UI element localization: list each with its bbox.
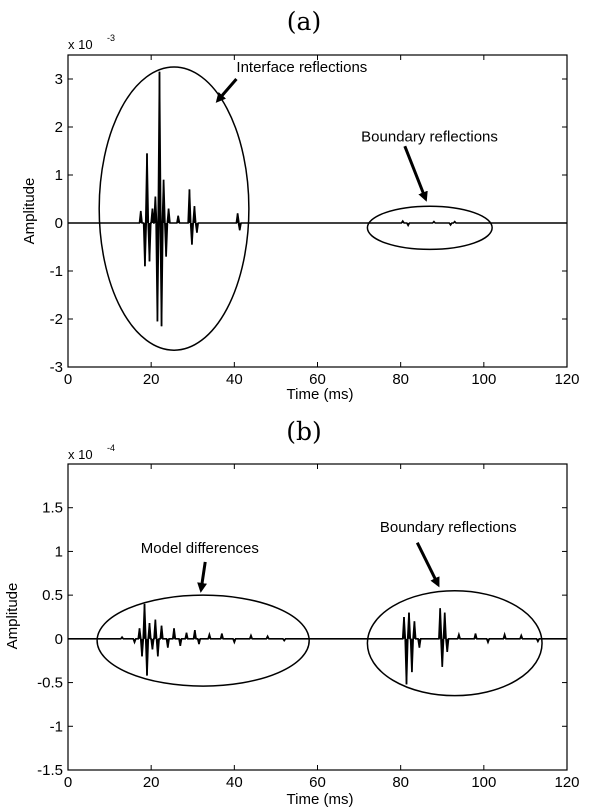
panel-b-x-tick-label: 0 — [64, 774, 72, 791]
panel-b-annotation-ellipse — [366, 590, 543, 697]
panel-b-x-tick-label: 80 — [392, 774, 409, 791]
panel-b-x-tick-label: 120 — [554, 774, 579, 791]
panel-a-x-tick-label: 40 — [226, 371, 243, 388]
panel-b-y-ticks: -1.5 -1 -0.5 0 0.5 1 1.5 — [37, 500, 567, 779]
panel-b-series-line — [68, 603, 567, 685]
panel-b-label: (b) — [286, 417, 322, 446]
panel-a-y-tick-label: 2 — [55, 119, 63, 136]
panel-b-annotation-ellipse — [96, 594, 310, 687]
panel-b-y-tick-label: -0.5 — [37, 675, 63, 692]
panel-a-x-tick-label: 0 — [64, 371, 72, 388]
panel-b-scale-exponent: -4 — [107, 443, 115, 453]
panel-a-y-tick-label: 3 — [55, 71, 63, 88]
panel-b-x-tick-label: 20 — [143, 774, 160, 791]
panel-b-plot-area — [67, 463, 568, 771]
panel-a-annotation-text: Interface reflections — [236, 59, 367, 76]
panel-b-series — [68, 603, 567, 685]
panel-b-x-tick-label: 60 — [309, 774, 326, 791]
panel-b-annotation-text: Model differences — [141, 540, 259, 557]
panel-a-annotation-ellipse — [366, 205, 493, 251]
panel-a-x-tick-label: 20 — [143, 371, 160, 388]
panel-a-y-tick-label: -1 — [50, 263, 63, 280]
panel-b-y-tick-label: -1 — [50, 718, 63, 735]
panel-b-y-tick-label: 1.5 — [42, 500, 63, 517]
panel-b-annotation-arrow — [197, 561, 208, 593]
panel-b-x-tick-label: 100 — [471, 774, 496, 791]
panel-b-y-tick-label: 0.5 — [42, 587, 63, 604]
panel-a-x-tick-label: 60 — [309, 371, 326, 388]
panel-a-x-tick-label: 80 — [392, 371, 409, 388]
panel-a-y-ticks: -3 -2 -1 0 1 2 3 — [50, 71, 567, 376]
panel-b-annotations: Model differences Boundary reflections — [96, 519, 543, 697]
panel-b-y-axis-label: Amplitude — [4, 583, 21, 650]
panel-a-annotation-arrow — [403, 145, 428, 202]
panel-a-annotation-text: Boundary reflections — [361, 128, 498, 145]
panel-a-y-tick-label: 0 — [55, 215, 63, 232]
panel-b-y-tick-label: 0 — [55, 631, 63, 648]
panel-b-x-ticks: 0 20 40 60 80 100 120 — [64, 464, 580, 791]
panel-a-label: (a) — [287, 7, 321, 36]
panel-b-x-axis-label: Time (ms) — [287, 791, 354, 808]
panel-b-annotation-text: Boundary reflections — [380, 519, 517, 536]
panel-a-x-tick-label: 120 — [554, 371, 579, 388]
panel-a-annotations: Interface reflections Boundary reflection… — [98, 59, 498, 351]
panel-a-y-tick-label: -2 — [50, 311, 63, 328]
panel-b-x-tick-label: 40 — [226, 774, 243, 791]
panel-a-x-ticks: 0 20 40 60 80 100 120 — [64, 55, 580, 388]
panel-a-y-tick-label: 1 — [55, 167, 63, 184]
panel-a-chart: (a) x 10 -3 0 20 40 60 80 100 120 -3 -2 -1 0 1 2 3 I… — [21, 7, 580, 403]
panel-b-y-tick-label: -1.5 — [37, 762, 63, 779]
panel-a-y-axis-label: Amplitude — [21, 178, 38, 245]
panel-a-series-line — [68, 71, 567, 327]
panel-a-scale-exponent: -3 — [107, 33, 115, 43]
panel-a-annotation-arrow — [215, 78, 238, 103]
panel-a-y-tick-label: -3 — [50, 359, 63, 376]
panel-b-y-tick-label: 1 — [55, 543, 63, 560]
panel-a-annotation-ellipse — [98, 66, 250, 351]
panel-a-scale-factor: x 10 — [68, 37, 93, 52]
panel-a-x-axis-label: Time (ms) — [287, 386, 354, 403]
panel-a-series — [68, 71, 567, 327]
panel-b-scale-factor: x 10 — [68, 447, 93, 462]
panel-a-plot-area — [67, 54, 568, 368]
panel-a-x-tick-label: 100 — [471, 371, 496, 388]
panel-b-annotation-arrow — [415, 542, 440, 588]
panel-b-chart: (b) x 10 -4 0 20 40 60 80 100 120 -1.5-1-0.500… — [4, 417, 580, 808]
